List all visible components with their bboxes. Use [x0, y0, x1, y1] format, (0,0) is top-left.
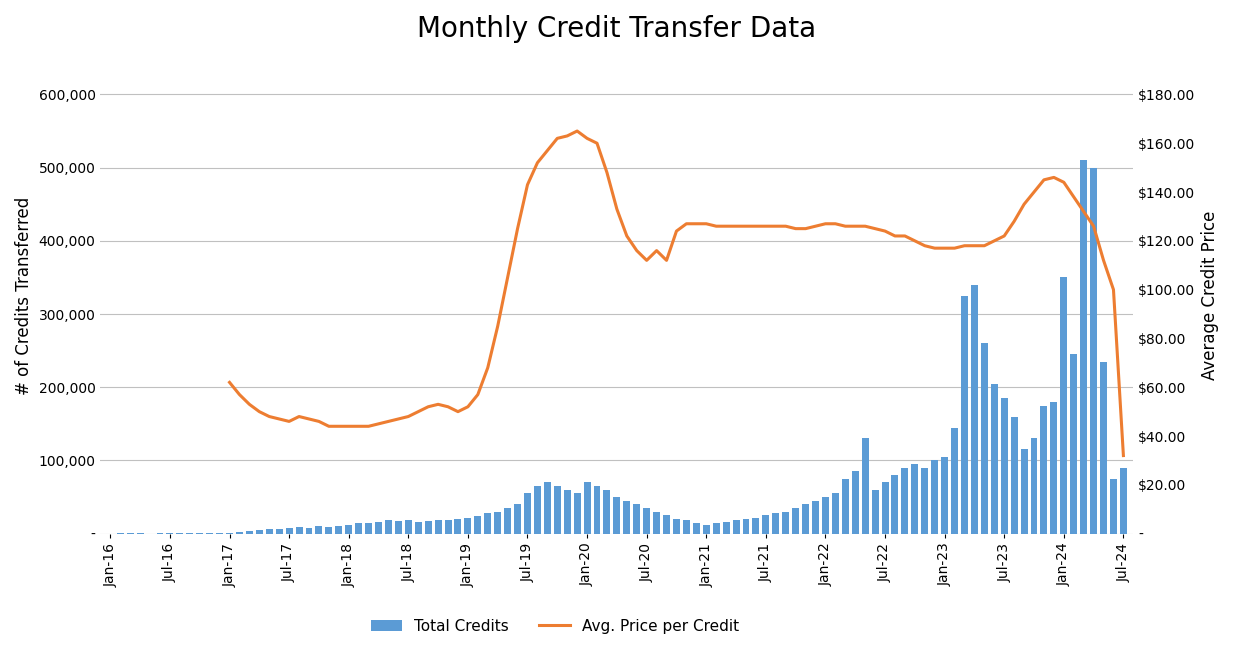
- Bar: [692, 523, 700, 534]
- Bar: [534, 486, 540, 534]
- Bar: [395, 521, 402, 534]
- Bar: [653, 511, 660, 534]
- Bar: [861, 438, 869, 534]
- Bar: [1060, 277, 1067, 534]
- Bar: [822, 497, 829, 534]
- Bar: [603, 490, 611, 534]
- Bar: [772, 513, 779, 534]
- Bar: [713, 523, 719, 534]
- Bar: [216, 533, 223, 534]
- Bar: [494, 511, 501, 534]
- Bar: [792, 508, 800, 534]
- Bar: [1050, 402, 1058, 534]
- Bar: [1030, 438, 1038, 534]
- Bar: [971, 284, 977, 534]
- Bar: [484, 513, 491, 534]
- Bar: [564, 490, 570, 534]
- Bar: [375, 522, 383, 534]
- Bar: [682, 521, 690, 534]
- Bar: [922, 468, 928, 534]
- Bar: [942, 456, 948, 534]
- Bar: [723, 522, 729, 534]
- Bar: [424, 521, 432, 534]
- Title: Monthly Credit Transfer Data: Monthly Credit Transfer Data: [417, 15, 817, 43]
- Bar: [1090, 167, 1097, 534]
- Bar: [802, 504, 810, 534]
- Bar: [415, 522, 422, 534]
- Bar: [385, 521, 392, 534]
- Bar: [474, 516, 481, 534]
- Bar: [296, 527, 302, 534]
- Bar: [255, 530, 263, 534]
- Bar: [554, 486, 560, 534]
- Bar: [316, 526, 322, 534]
- Bar: [812, 501, 819, 534]
- Bar: [454, 519, 462, 534]
- Bar: [515, 504, 521, 534]
- Bar: [663, 515, 670, 534]
- Bar: [633, 504, 640, 534]
- Bar: [753, 517, 759, 534]
- Bar: [1070, 354, 1077, 534]
- Bar: [1120, 468, 1127, 534]
- Bar: [832, 493, 839, 534]
- Bar: [226, 532, 233, 534]
- Bar: [842, 479, 849, 534]
- Legend: Total Credits, Avg. Price per Credit: Total Credits, Avg. Price per Credit: [365, 613, 745, 640]
- Bar: [236, 532, 243, 534]
- Bar: [851, 472, 859, 534]
- Bar: [743, 519, 749, 534]
- Bar: [961, 296, 967, 534]
- Bar: [1021, 449, 1028, 534]
- Bar: [1040, 405, 1048, 534]
- Bar: [346, 525, 352, 534]
- Bar: [584, 483, 591, 534]
- Bar: [275, 528, 283, 534]
- Bar: [355, 523, 362, 534]
- Bar: [763, 515, 769, 534]
- Bar: [1099, 362, 1107, 534]
- Bar: [326, 527, 332, 534]
- Bar: [703, 525, 710, 534]
- Y-axis label: # of Credits Transferred: # of Credits Transferred: [15, 197, 33, 395]
- Bar: [782, 511, 790, 534]
- Bar: [733, 521, 739, 534]
- Bar: [544, 483, 550, 534]
- Bar: [643, 508, 650, 534]
- Bar: [623, 501, 631, 534]
- Bar: [444, 520, 452, 534]
- Bar: [405, 521, 412, 534]
- Bar: [1011, 417, 1018, 534]
- Bar: [981, 343, 988, 534]
- Bar: [1111, 479, 1117, 534]
- Bar: [881, 483, 888, 534]
- Bar: [265, 529, 273, 534]
- Bar: [951, 428, 958, 534]
- Bar: [434, 521, 442, 534]
- Bar: [613, 497, 621, 534]
- Bar: [574, 493, 581, 534]
- Bar: [505, 508, 511, 534]
- Bar: [336, 526, 342, 534]
- Bar: [991, 384, 998, 534]
- Bar: [891, 475, 898, 534]
- Bar: [365, 523, 373, 534]
- Bar: [901, 468, 908, 534]
- Bar: [1001, 398, 1008, 534]
- Bar: [932, 460, 938, 534]
- Bar: [673, 519, 680, 534]
- Bar: [1080, 160, 1087, 534]
- Bar: [871, 490, 879, 534]
- Bar: [246, 532, 253, 534]
- Y-axis label: Average Credit Price: Average Credit Price: [1201, 211, 1219, 381]
- Bar: [524, 493, 531, 534]
- Bar: [464, 517, 471, 534]
- Bar: [306, 528, 312, 534]
- Bar: [594, 486, 601, 534]
- Bar: [285, 528, 292, 534]
- Bar: [912, 464, 918, 534]
